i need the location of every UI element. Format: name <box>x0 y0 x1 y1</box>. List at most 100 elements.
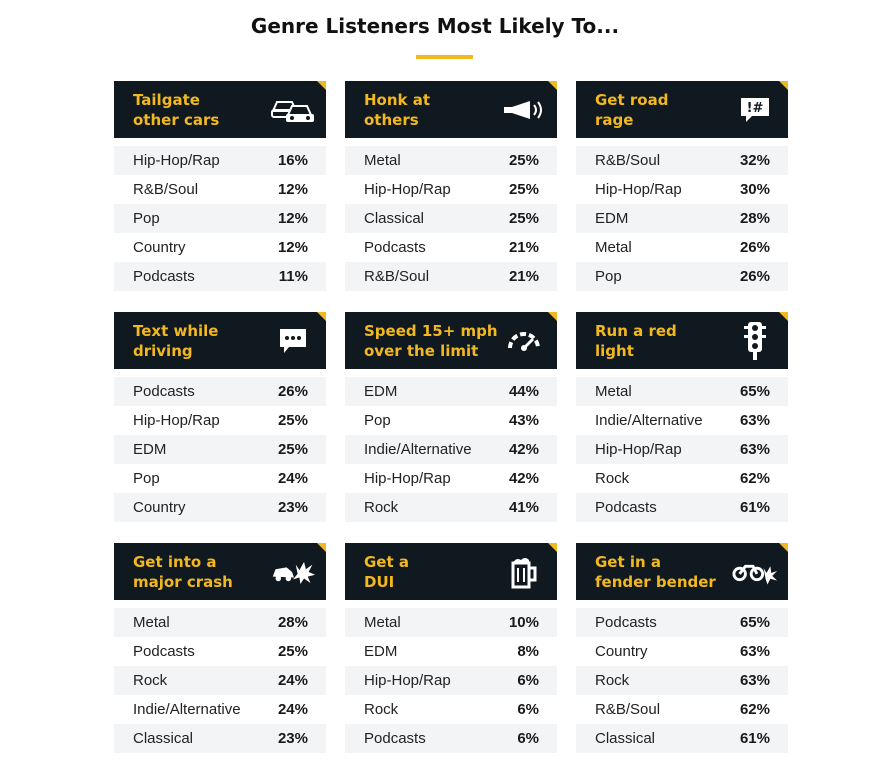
table-row: Podcasts 26% <box>114 377 326 406</box>
genre-label: Rock <box>133 672 168 689</box>
percent-value: 28% <box>739 210 770 227</box>
table-row: R&B/Soul 62% <box>576 695 788 724</box>
table-row: Hip-Hop/Rap 16% <box>114 146 326 175</box>
table-row: Hip-Hop/Rap 42% <box>345 464 557 493</box>
genre-label: Podcasts <box>364 239 426 256</box>
panel-header: Get a DUI <box>345 543 557 600</box>
cars-icon <box>270 93 316 127</box>
table-row: Rock 6% <box>345 695 557 724</box>
fender-bender-icon <box>732 555 778 589</box>
percent-value: 25% <box>508 181 539 198</box>
genre-label: Rock <box>364 499 399 516</box>
genre-label: Country <box>133 239 186 256</box>
table-row: Metal 28% <box>114 608 326 637</box>
percent-value: 26% <box>277 383 308 400</box>
percent-value: 63% <box>739 672 770 689</box>
table-row: Classical 61% <box>576 724 788 753</box>
percent-value: 43% <box>508 412 539 429</box>
panel-rows: Metal 10% EDM 8% Hip-Hop/Rap 6% Rock 6% Podcasts… <box>345 608 557 753</box>
horn-icon <box>501 93 547 127</box>
genre-label: R&B/Soul <box>595 152 661 169</box>
panel-title: Get a DUI <box>364 552 409 591</box>
panel-card: Get into a major crash Metal 28% Podcasts 25… <box>114 543 326 753</box>
genre-label: Podcasts <box>595 614 657 631</box>
panel-title: Get in a fender bender <box>595 552 716 591</box>
percent-value: 16% <box>277 152 308 169</box>
percent-value: 62% <box>739 701 770 718</box>
percent-value: 24% <box>277 672 308 689</box>
genre-label: Metal <box>364 152 401 169</box>
table-row: Podcasts 65% <box>576 608 788 637</box>
title-accent-bar <box>416 55 473 59</box>
genre-label: Indie/Alternative <box>595 412 703 429</box>
panel-header: Get in a fender bender <box>576 543 788 600</box>
percent-value: 11% <box>278 268 308 285</box>
panel-card: Get a DUI Metal 10% EDM 8% Hip-Hop/Rap 6% Rock 6… <box>345 543 557 753</box>
percent-value: 61% <box>739 499 770 516</box>
table-row: EDM 28% <box>576 204 788 233</box>
page-title: Genre Listeners Most Likely To... <box>250 14 620 38</box>
genre-label: EDM <box>595 210 629 227</box>
percent-value: 32% <box>739 152 770 169</box>
percent-value: 23% <box>277 499 308 516</box>
genre-label: Pop <box>133 210 160 227</box>
percent-value: 65% <box>739 614 770 631</box>
genre-label: Podcasts <box>133 383 195 400</box>
genre-label: Metal <box>133 614 170 631</box>
genre-label: Podcasts <box>364 730 426 747</box>
beer-mug-icon <box>501 555 547 589</box>
percent-value: 12% <box>277 239 308 256</box>
panel-rows: Metal 28% Podcasts 25% Rock 24% Indie/Alternat… <box>114 608 326 753</box>
panel-header: Get road rage !# <box>576 81 788 138</box>
genre-label: Hip-Hop/Rap <box>364 470 451 487</box>
percent-value: 28% <box>277 614 308 631</box>
genre-label: Podcasts <box>133 268 195 285</box>
percent-value: 42% <box>508 441 539 458</box>
panel-header: Honk at others <box>345 81 557 138</box>
panel-title: Tailgate other cars <box>133 90 220 129</box>
genre-label: R&B/Soul <box>595 701 661 718</box>
percent-value: 63% <box>739 441 770 458</box>
percent-value: 63% <box>739 412 770 429</box>
panel-title: Speed 15+ mph over the limit <box>364 321 498 360</box>
genre-label: Rock <box>364 701 399 718</box>
percent-value: 25% <box>277 412 308 429</box>
percent-value: 26% <box>739 239 770 256</box>
percent-value: 12% <box>277 181 308 198</box>
genre-label: Country <box>595 643 648 660</box>
svg-text:!#: !# <box>747 101 764 116</box>
table-row: Pop 12% <box>114 204 326 233</box>
table-row: Classical 23% <box>114 724 326 753</box>
panel-card: Text while driving Podcasts 26% Hip-Hop/Rap… <box>114 312 326 522</box>
genre-label: Hip-Hop/Rap <box>364 181 451 198</box>
percent-value: 6% <box>517 672 539 689</box>
genre-label: Hip-Hop/Rap <box>364 672 451 689</box>
table-row: Hip-Hop/Rap 63% <box>576 435 788 464</box>
genre-label: R&B/Soul <box>364 268 430 285</box>
table-row: Rock 41% <box>345 493 557 522</box>
genre-label: Hip-Hop/Rap <box>595 181 682 198</box>
panel-header: Get into a major crash <box>114 543 326 600</box>
percent-value: 25% <box>508 152 539 169</box>
panel-card: Honk at others Metal 25% Hip-Hop/Rap 25% Clas… <box>345 81 557 291</box>
panel-title: Text while driving <box>133 321 219 360</box>
table-row: Country 23% <box>114 493 326 522</box>
curse-bubble-icon: !# <box>732 93 778 127</box>
panel-header: Run a red light <box>576 312 788 369</box>
genre-label: Hip-Hop/Rap <box>595 441 682 458</box>
genre-label: Metal <box>595 383 632 400</box>
panel-rows: Podcasts 65% Country 63% Rock 63% R&B/Soul 62% C… <box>576 608 788 753</box>
table-row: R&B/Soul 32% <box>576 146 788 175</box>
table-row: Indie/Alternative 42% <box>345 435 557 464</box>
panel-card: Tailgate other cars Hip-Hop/Rap 16% R&B/Sou… <box>114 81 326 291</box>
genre-label: Pop <box>364 412 391 429</box>
percent-value: 62% <box>739 470 770 487</box>
table-row: Hip-Hop/Rap 30% <box>576 175 788 204</box>
genre-label: Pop <box>133 470 160 487</box>
table-row: Pop 43% <box>345 406 557 435</box>
table-row: Metal 26% <box>576 233 788 262</box>
table-row: Hip-Hop/Rap 25% <box>114 406 326 435</box>
percent-value: 6% <box>517 701 539 718</box>
table-row: Indie/Alternative 63% <box>576 406 788 435</box>
panel-card: Get road rage !# R&B/Soul 32% Hip-Hop/Rap 30%… <box>576 81 788 291</box>
